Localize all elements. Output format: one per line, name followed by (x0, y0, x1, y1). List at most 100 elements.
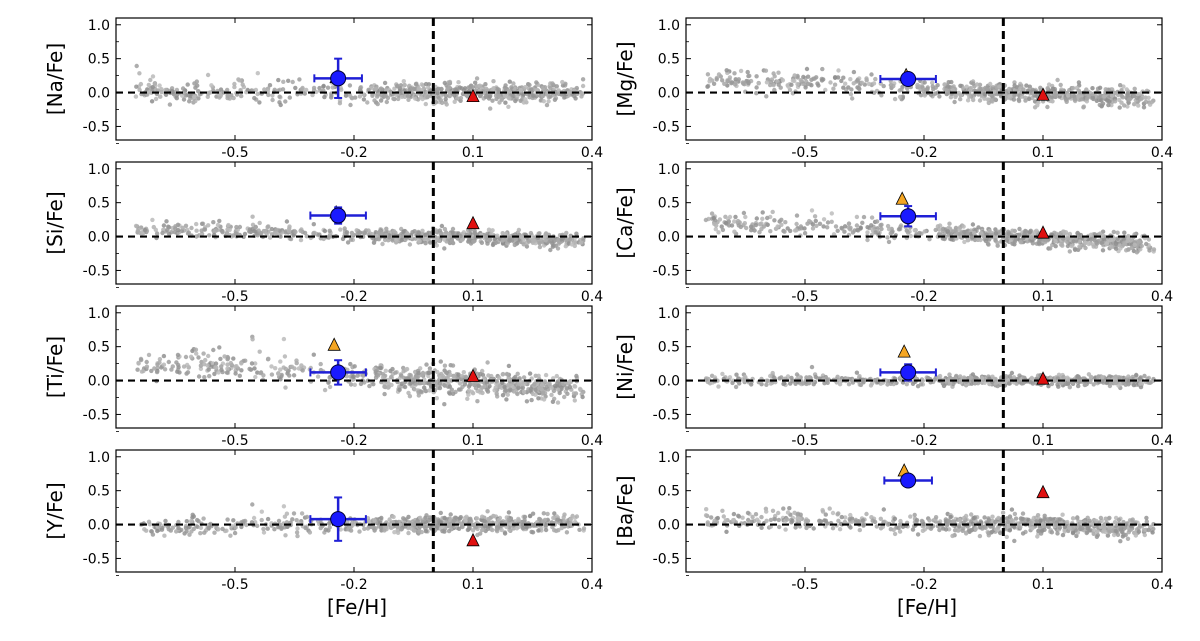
sample-star-point (500, 372, 505, 377)
sample-star-point (310, 92, 315, 98)
x-tick-label: 0.4 (581, 289, 603, 305)
sample-star-point (162, 533, 167, 538)
sample-star-point (453, 87, 458, 92)
sample-star-point (499, 97, 504, 103)
sample-star-point (266, 92, 271, 98)
sample-star-point (440, 373, 445, 379)
sample-star-point (154, 369, 160, 375)
sample-star-point (1122, 103, 1127, 108)
sample-star-point (196, 374, 202, 379)
sample-star-point (562, 394, 567, 400)
sample-star-point (450, 226, 456, 232)
sample-star-point (782, 229, 787, 234)
sample-star-point (196, 355, 201, 360)
sample-star-point (277, 94, 282, 99)
sample-star-point (794, 221, 799, 227)
sample-star-point (1012, 93, 1017, 98)
sample-star-point (347, 83, 353, 88)
sample-star-point (982, 92, 987, 97)
sample-star-point (738, 68, 744, 74)
sample-star-point (485, 241, 490, 246)
sample-star-point (1070, 381, 1075, 386)
sample-star-point (194, 228, 199, 233)
sample-star-point (186, 525, 191, 530)
sample-star-point (142, 527, 147, 532)
sample-star-point (456, 80, 461, 85)
sample-star-point (232, 84, 237, 90)
sample-star-point (957, 226, 962, 232)
sample-star-point (795, 81, 800, 87)
sample-star-point (163, 518, 168, 524)
sample-star-point (969, 375, 974, 380)
sample-star-point (1022, 231, 1027, 237)
sample-star-point (925, 86, 930, 92)
panels-group: 1.00.50.0-0.5-0.5 -0.2 0.1 0.4[Na/Fe]1.00.5… (43, 17, 1173, 593)
sample-star-point (1105, 240, 1110, 245)
sample-star-point (779, 375, 784, 380)
sample-star-point (846, 221, 852, 226)
sample-star-point (384, 226, 389, 231)
sample-star-point (988, 81, 993, 87)
sample-star-point (1018, 240, 1023, 245)
sample-star-point (272, 527, 277, 532)
sample-star-point (1050, 86, 1056, 91)
sample-star-point (854, 370, 860, 375)
sample-star-point (832, 82, 838, 87)
sample-star-point (192, 94, 197, 100)
sample-star-point (189, 225, 194, 231)
sample-star-point (835, 75, 841, 80)
sample-star-point (161, 362, 167, 367)
sample-star-point (133, 94, 139, 99)
red-triangle-marker (466, 215, 480, 230)
sample-star-point (300, 368, 305, 373)
orange-triangle-marker (327, 337, 341, 351)
sample-star-point (725, 79, 730, 84)
sample-star-point (849, 87, 854, 92)
y-tick-label: -0.5 (653, 407, 680, 423)
sample-star-point (321, 83, 326, 89)
sample-star-point (861, 214, 867, 220)
sample-star-point (1067, 249, 1073, 254)
sample-star-point (484, 235, 489, 240)
sample-star-point (483, 82, 488, 87)
y-tick-label: 0.0 (88, 86, 110, 102)
sample-star-point (993, 97, 998, 102)
panel-4: 1.00.50.0-0.5-0.5 -0.2 0.1 0.4[Ti/Fe] (43, 305, 603, 449)
sample-star-point (203, 357, 208, 363)
sample-star-point (528, 230, 534, 236)
sample-star-point (286, 228, 292, 234)
sample-star-point (850, 96, 855, 101)
sample-star-point (348, 102, 353, 108)
x-tick-label: 0.1 (1032, 433, 1054, 449)
sample-star-point (972, 230, 977, 236)
blue-circle-marker (330, 70, 347, 87)
sample-star-point (521, 242, 526, 247)
sample-star-point (1132, 102, 1137, 107)
sample-star-point (163, 87, 168, 93)
sample-star-point (160, 230, 165, 236)
sample-star-point (284, 219, 290, 224)
sample-star-point (154, 231, 160, 236)
sample-star-point (291, 373, 297, 378)
sample-star-point (366, 87, 371, 93)
sample-star-point (392, 530, 397, 535)
sample-star-point (299, 86, 305, 92)
sample-star-point (407, 242, 413, 247)
sample-star-point (965, 98, 971, 103)
sample-star-point (735, 218, 741, 224)
sample-star-point (410, 230, 415, 235)
sample-star-point (550, 399, 556, 404)
sample-star-point (134, 84, 139, 89)
sample-star-point (771, 82, 776, 88)
sample-star-point (572, 519, 578, 525)
sample-star-point (839, 78, 844, 84)
sample-star-point (475, 399, 480, 404)
sample-star-point (174, 87, 180, 93)
sample-star-point (1029, 235, 1034, 240)
sample-star-point (986, 100, 991, 106)
sample-star-point (947, 372, 952, 377)
sample-star-point (765, 222, 770, 227)
sample-star-point (362, 230, 367, 236)
sample-star-point (534, 80, 539, 85)
sample-star-point (579, 240, 584, 245)
